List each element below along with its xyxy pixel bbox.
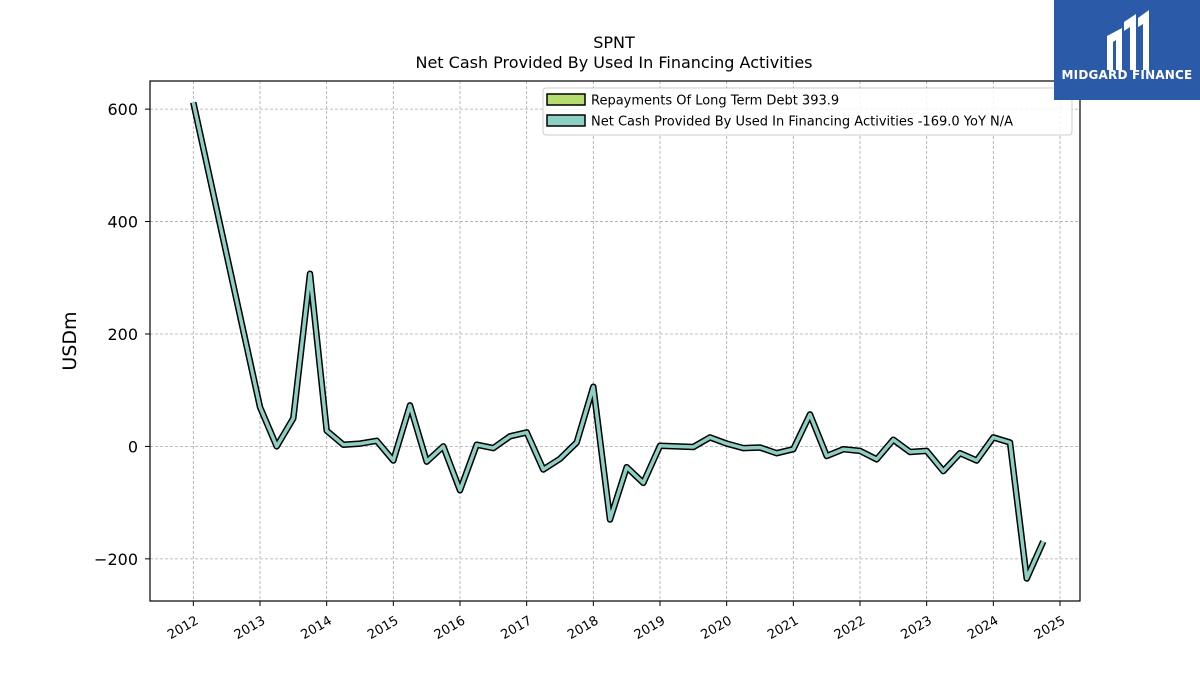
y-tick-label: 600 xyxy=(107,100,138,119)
x-tick-label: 2018 xyxy=(565,613,601,643)
x-tick-label: 2020 xyxy=(699,613,735,643)
x-axis: 2012 2013 2014 2015 2016 2017 2018 2019 2020 2021… xyxy=(165,601,1068,643)
series-line-outline xyxy=(190,101,1047,582)
chart-subtitle: Net Cash Provided By Used In Financing A… xyxy=(415,53,812,72)
x-tick-label: 2017 xyxy=(499,613,535,643)
chart-title: SPNT xyxy=(593,33,635,52)
x-tick-label: 2012 xyxy=(165,613,201,643)
y-tick-label: −200 xyxy=(94,550,138,569)
x-tick-label: 2013 xyxy=(232,613,268,643)
x-tick-label: 2016 xyxy=(432,613,468,643)
series-line xyxy=(191,102,1045,581)
legend-label: Net Cash Provided By Used In Financing A… xyxy=(591,115,1013,130)
x-tick-label: 2022 xyxy=(832,613,868,643)
x-tick-label: 2023 xyxy=(899,613,935,643)
x-tick-label: 2015 xyxy=(365,613,401,643)
logo: MIDGARD FINANCE xyxy=(1054,0,1200,100)
grid xyxy=(150,81,1080,601)
legend-swatch xyxy=(546,93,586,106)
legend-label: Repayments Of Long Term Debt 393.9 xyxy=(591,94,839,109)
logo-text: MIDGARD FINANCE xyxy=(1061,68,1193,82)
y-tick-label: 0 xyxy=(128,437,138,456)
x-tick-label: 2025 xyxy=(1032,613,1068,643)
legend-swatch xyxy=(546,114,586,127)
x-tick-label: 2024 xyxy=(965,613,1001,643)
legend: Repayments Of Long Term Debt 393.9 Net Ca… xyxy=(542,87,1073,136)
plot-area-frame xyxy=(149,80,1081,602)
y-tick-label: 400 xyxy=(107,213,138,232)
y-axis-label: USDm xyxy=(59,311,81,370)
series-layer xyxy=(190,101,1047,582)
x-tick-label: 2014 xyxy=(299,613,335,643)
y-tick-label: 200 xyxy=(107,325,138,344)
legend-box xyxy=(542,87,1073,136)
x-tick-label: 2021 xyxy=(765,613,801,643)
midgard-logo-icon xyxy=(1107,10,1149,70)
x-tick-label: 2019 xyxy=(632,613,668,643)
y-axis: −200 0 200 400 600 xyxy=(94,100,150,569)
